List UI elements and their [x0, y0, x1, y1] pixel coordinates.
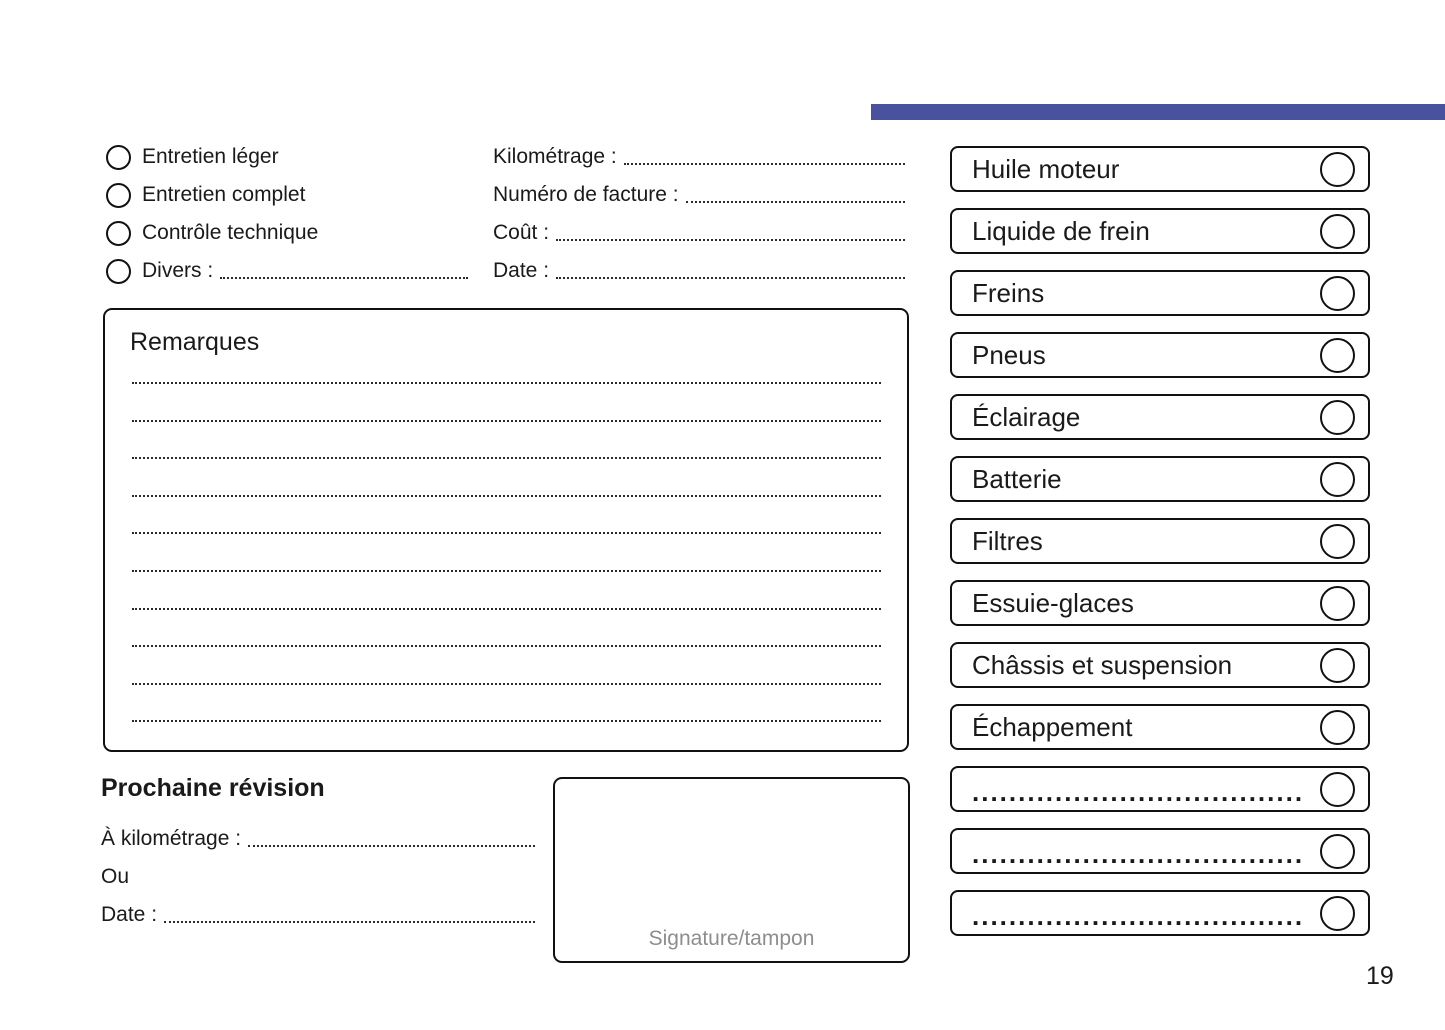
checkbox-blank-2[interactable]	[1320, 833, 1355, 869]
checklist-item-blank-1: ....................................	[950, 766, 1370, 812]
next-service-mileage-label: À kilométrage :	[101, 827, 242, 850]
checklist-blank-fill-in-line[interactable]: ....................................	[972, 838, 1305, 869]
field-label: Coût :	[493, 221, 550, 244]
kilometrage-fill-in-line[interactable]	[623, 163, 905, 165]
checklist-item-pneus: Pneus	[950, 332, 1370, 378]
service-type-row-entretien-leger: Entretien léger	[106, 138, 468, 176]
remarks-lines	[132, 382, 881, 758]
next-service-title: Prochaine révision	[101, 774, 325, 802]
radio-controle-technique[interactable]	[106, 220, 131, 246]
radio-entretien-complet[interactable]	[106, 182, 131, 208]
checkbox-blank-3[interactable]	[1320, 895, 1355, 931]
remarks-line[interactable]	[132, 607, 881, 610]
checklist-item-liquide-de-frein: Liquide de frein	[950, 208, 1370, 254]
remarks-line[interactable]	[132, 720, 881, 723]
field-row-cout: Coût :	[493, 214, 905, 252]
checklist-item-label: Échappement	[972, 711, 1133, 742]
field-label: Kilométrage :	[493, 145, 617, 168]
checkbox-blank-1[interactable]	[1320, 771, 1355, 807]
checklist-item-essuie-glaces: Essuie-glaces	[950, 580, 1370, 626]
checklist-item-label: Pneus	[972, 339, 1046, 370]
checklist-item-chassis-et-suspension: Châssis et suspension	[950, 642, 1370, 688]
checkbox-batterie[interactable]	[1320, 461, 1355, 497]
service-type-row-divers: Divers :	[106, 252, 468, 290]
remarks-line[interactable]	[132, 645, 881, 648]
service-type-row-entretien-complet: Entretien complet	[106, 176, 468, 214]
checkbox-huile-moteur[interactable]	[1320, 151, 1355, 187]
remarks-box: Remarques	[103, 308, 909, 752]
next-service-row-mileage: À kilométrage :	[101, 820, 535, 858]
checklist-item-batterie: Batterie	[950, 456, 1370, 502]
next-service-section: Prochaine révision À kilométrage : Ou Da…	[101, 774, 535, 934]
checkbox-essuie-glaces[interactable]	[1320, 585, 1355, 621]
service-type-label: Divers :	[142, 259, 214, 282]
radio-divers[interactable]	[106, 258, 131, 284]
checklist-item-label: Filtres	[972, 525, 1043, 556]
checklist-item-freins: Freins	[950, 270, 1370, 316]
checklist-blank-fill-in-line[interactable]: ....................................	[972, 776, 1305, 807]
checklist-item-label: Freins	[972, 277, 1045, 308]
service-type-label: Entretien léger	[142, 145, 279, 168]
service-type-label: Contrôle technique	[142, 221, 319, 244]
checkbox-filtres[interactable]	[1320, 523, 1355, 559]
numero-facture-fill-in-line[interactable]	[685, 201, 905, 203]
page-number: 19	[1366, 962, 1394, 990]
checklist-item-label: Batterie	[972, 463, 1062, 494]
checklist-item-label: Châssis et suspension	[972, 649, 1233, 680]
signature-box[interactable]: Signature/tampon	[553, 777, 910, 963]
field-label: Date :	[493, 259, 550, 282]
invoice-field-list: Kilométrage : Numéro de facture : Coût :…	[493, 138, 905, 290]
checkbox-freins[interactable]	[1320, 275, 1355, 311]
next-service-row-or: Ou	[101, 858, 535, 896]
cout-fill-in-line[interactable]	[556, 239, 905, 241]
checklist-item-eclairage: Éclairage	[950, 394, 1370, 440]
inspection-checklist: Huile moteur Liquide de frein Freins Pne…	[950, 146, 1370, 952]
remarks-line[interactable]	[132, 494, 881, 497]
field-label: Numéro de facture :	[493, 183, 679, 206]
service-type-row-controle-technique: Contrôle technique	[106, 214, 468, 252]
checklist-item-huile-moteur: Huile moteur	[950, 146, 1370, 192]
checklist-item-label: Huile moteur	[972, 153, 1120, 184]
divers-fill-in-line[interactable]	[220, 277, 468, 279]
remarks-title: Remarques	[130, 328, 260, 356]
next-service-or-label: Ou	[101, 865, 130, 888]
checkbox-chassis-et-suspension[interactable]	[1320, 647, 1355, 683]
checklist-item-blank-3: ....................................	[950, 890, 1370, 936]
remarks-line[interactable]	[132, 569, 881, 572]
checklist-blank-fill-in-line[interactable]: ....................................	[972, 900, 1305, 931]
service-type-list: Entretien léger Entretien complet Contrô…	[106, 138, 468, 290]
date-fill-in-line[interactable]	[556, 277, 905, 279]
remarks-line[interactable]	[132, 419, 881, 422]
signature-label: Signature/tampon	[648, 927, 815, 950]
checklist-item-filtres: Filtres	[950, 518, 1370, 564]
radio-entretien-leger[interactable]	[106, 144, 131, 170]
checklist-item-blank-2: ....................................	[950, 828, 1370, 874]
field-row-date: Date :	[493, 252, 905, 290]
next-service-row-date: Date :	[101, 896, 535, 934]
next-service-date-fill-in-line[interactable]	[164, 921, 535, 923]
checkbox-echappement[interactable]	[1320, 709, 1355, 745]
field-row-kilometrage: Kilométrage :	[493, 138, 905, 176]
checklist-item-label: Éclairage	[972, 401, 1081, 432]
next-service-mileage-fill-in-line[interactable]	[248, 845, 535, 847]
remarks-line[interactable]	[132, 382, 881, 384]
checklist-item-label: Essuie-glaces	[972, 587, 1134, 618]
checklist-item-label: Liquide de frein	[972, 215, 1150, 246]
remarks-line[interactable]	[132, 532, 881, 535]
remarks-line[interactable]	[132, 457, 881, 460]
checkbox-liquide-de-frein[interactable]	[1320, 213, 1355, 249]
checkbox-pneus[interactable]	[1320, 337, 1355, 373]
next-service-date-label: Date :	[101, 903, 158, 926]
checklist-item-echappement: Échappement	[950, 704, 1370, 750]
service-type-label: Entretien complet	[142, 183, 306, 206]
remarks-line[interactable]	[132, 682, 881, 685]
checkbox-eclairage[interactable]	[1320, 399, 1355, 435]
field-row-numero-facture: Numéro de facture :	[493, 176, 905, 214]
accent-bar	[871, 104, 1445, 120]
